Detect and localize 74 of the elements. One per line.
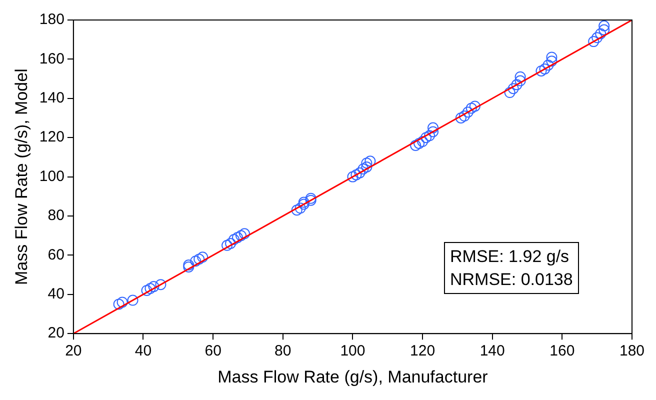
y-tick-label: 100 <box>39 168 64 185</box>
point <box>358 163 369 174</box>
point <box>148 281 160 292</box>
y-tick-label: 160 <box>39 50 64 68</box>
point <box>514 71 526 82</box>
point <box>361 158 372 169</box>
y-tick-label: 20 <box>48 324 64 342</box>
x-tick-label: 20 <box>65 342 82 360</box>
y-tick-label: 60 <box>48 246 64 264</box>
x-tick-label: 180 <box>619 342 645 360</box>
x-axis-title: Mass Flow Rate (g/s), Manufacturer <box>218 367 488 386</box>
x-tick-label: 120 <box>410 342 436 360</box>
point <box>350 169 362 180</box>
point <box>361 162 372 172</box>
point <box>598 24 610 36</box>
y-tick-label: 180 <box>39 11 64 28</box>
point <box>598 20 610 32</box>
point <box>197 252 208 263</box>
x-tick-label: 80 <box>274 342 292 360</box>
point <box>354 167 366 178</box>
point <box>141 284 152 296</box>
point <box>508 83 519 94</box>
point <box>364 156 376 167</box>
annotation: NRMSE: 0.0138 <box>450 269 573 291</box>
point <box>504 87 516 98</box>
point <box>155 279 166 290</box>
point <box>194 254 205 265</box>
x-tick-label: 40 <box>134 342 152 360</box>
point <box>462 106 474 118</box>
point <box>588 36 600 48</box>
point <box>238 228 250 240</box>
point <box>424 130 436 142</box>
y-tick-label: 80 <box>48 207 64 224</box>
point <box>458 110 470 122</box>
annotation: RMSE: 1.92 g/s <box>450 246 570 268</box>
point <box>595 28 606 40</box>
point <box>455 112 466 124</box>
point <box>592 32 603 44</box>
point <box>228 234 240 246</box>
point <box>539 64 550 74</box>
point <box>417 136 428 148</box>
point <box>466 102 477 114</box>
point <box>410 140 422 151</box>
point <box>546 56 558 67</box>
point <box>347 171 358 182</box>
y-tick-label: 40 <box>48 286 64 303</box>
point <box>294 202 306 214</box>
point <box>116 296 128 308</box>
point <box>428 126 439 138</box>
y-axis-title: Mass Flow Rate (g/s), Model <box>12 68 31 285</box>
point <box>144 283 156 294</box>
x-tick-label: 100 <box>340 342 366 360</box>
x-tick-label: 60 <box>204 342 222 360</box>
point <box>236 230 246 242</box>
y-tick-label: 140 <box>39 90 64 107</box>
point <box>113 298 124 310</box>
point <box>428 122 439 134</box>
x-tick-label: 140 <box>480 342 505 360</box>
point <box>511 79 522 90</box>
y-tick-label: 120 <box>39 128 64 146</box>
point <box>420 132 432 144</box>
point <box>546 52 558 63</box>
x-tick-label: 160 <box>550 342 575 360</box>
point <box>127 294 138 306</box>
point <box>222 240 233 251</box>
point <box>542 60 554 71</box>
point <box>232 232 244 244</box>
point <box>536 65 547 76</box>
point <box>225 238 236 249</box>
point <box>291 204 302 216</box>
point <box>414 138 425 149</box>
point <box>190 256 202 267</box>
point <box>469 100 480 112</box>
point <box>514 75 526 86</box>
